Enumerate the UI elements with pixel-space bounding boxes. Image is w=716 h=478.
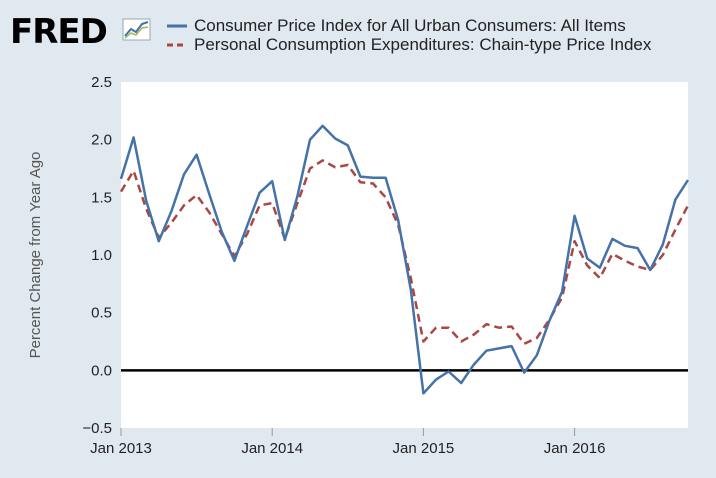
x-tick-label: Jan 2014 [241,440,303,457]
y-tick-label: 1.0 [91,247,112,264]
x-tick-label: Jan 2016 [544,440,606,457]
y-tick-label: 1.5 [91,189,112,206]
legend-swatch-pce [167,43,187,47]
cpi-series-line [119,124,690,395]
line-chart-icon [122,18,151,41]
x-tick-label: Jan 2015 [393,440,455,457]
x-axis-ticks: Jan 2013 Jan 2014 Jan 2015 Jan 2016 [90,428,605,457]
legend-label-pce: Personal Consumption Expenditures: Chain… [194,35,652,54]
y-tick-label: 2.5 [91,74,112,91]
legend-label-cpi: Consumer Price Index for All Urban Consu… [194,16,626,35]
y-axis-ticks: 2.5 2.0 1.5 1.0 0.5 0.0 −0.5 [82,74,112,437]
fred-logo: FRED [10,12,108,52]
y-axis-title: Percent Change from Year Ago [27,152,44,359]
x-tick-label: Jan 2013 [90,440,152,457]
legend-swatch-cpi [167,24,187,28]
y-tick-label: 2.0 [91,132,112,149]
chart-header: FRED Consumer Price Index for All Urban … [0,0,716,80]
series-layer [119,124,690,395]
y-tick-label: 0.5 [91,305,112,322]
legend: Consumer Price Index for All Urban Consu… [166,16,706,54]
y-tick-label: 0.0 [91,362,112,379]
legend-item-pce[interactable]: Personal Consumption Expenditures: Chain… [166,35,706,54]
legend-item-cpi[interactable]: Consumer Price Index for All Urban Consu… [166,16,706,35]
y-tick-label: −0.5 [82,420,112,437]
